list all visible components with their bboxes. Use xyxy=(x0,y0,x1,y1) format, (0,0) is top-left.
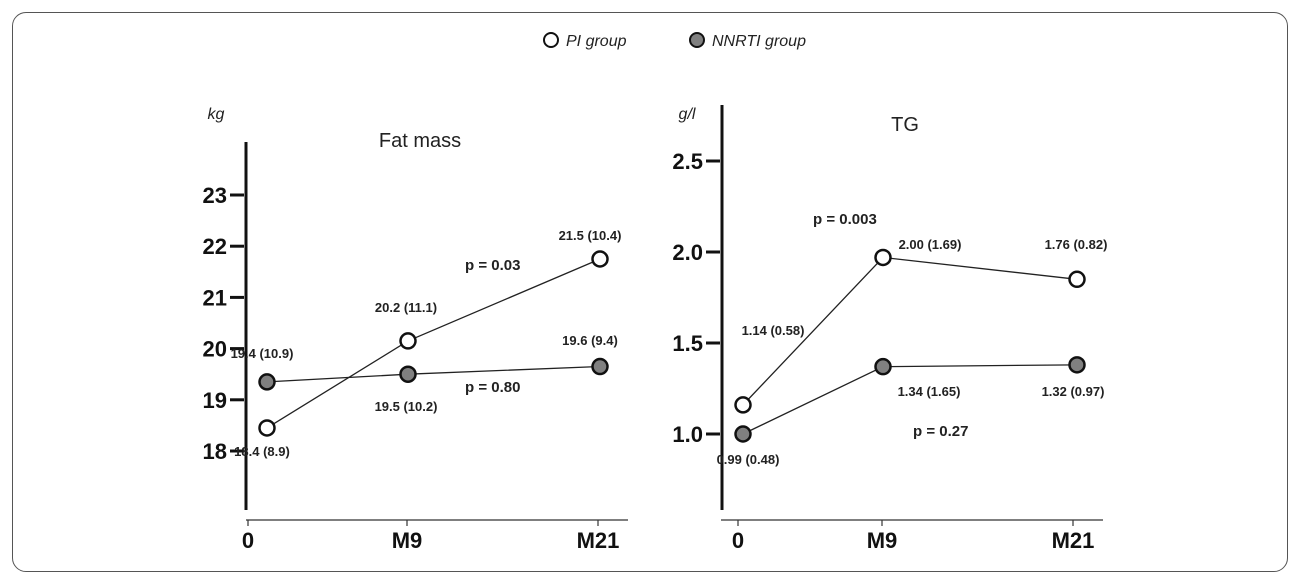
fatmass-title: Fat mass xyxy=(379,130,461,152)
fatmass-p-value: p = 0.80 xyxy=(465,379,520,396)
figure-svg: PI group NNRTI group 18 19 20 21 22 23 0 M9 M21 kg F… xyxy=(203,32,1108,548)
tg-pi-data-label: 1.14 (0.58) xyxy=(742,323,805,338)
legend-marker-nnrti xyxy=(689,32,705,48)
fatmass-nnrti-point xyxy=(399,365,417,383)
fatmass-p-value: p = 0.03 xyxy=(465,257,520,274)
tg-x-tick-label: M9 xyxy=(867,528,898,548)
tg-pi-point xyxy=(874,248,892,267)
tg-nnrti-data-label: 0.99 (0.48) xyxy=(717,452,780,467)
tg-x-tick-label: 0 xyxy=(732,528,744,548)
fatmass-y-tick-label: 19 xyxy=(203,388,227,413)
fatmass-pi-data-label: 18.4 (8.9) xyxy=(234,444,290,459)
tg-nnrti-data-label: 1.32 (0.97) xyxy=(1042,384,1105,399)
fatmass-pi-data-label: 20.2 (11.1) xyxy=(375,300,437,315)
legend-marker-pi xyxy=(543,32,559,48)
fatmass-nnrti-data-label: 19.4 (10.9) xyxy=(231,346,294,361)
tg-y-tick-label: 2.0 xyxy=(672,240,703,265)
fatmass-pi-point xyxy=(258,419,276,437)
tg-y-tick-label: 2.5 xyxy=(672,149,703,174)
tg-nnrti-point xyxy=(1068,356,1086,374)
fatmass-y-tick-label: 22 xyxy=(203,234,227,259)
tg-p-value: p = 0.27 xyxy=(913,423,968,440)
legend-label-pi: PI group xyxy=(566,33,627,50)
tg-pi-point xyxy=(734,396,752,414)
tg-nnrti-line xyxy=(742,364,1078,435)
tg-title: TG xyxy=(891,114,919,136)
fatmass-x-tick-label: M21 xyxy=(577,528,620,548)
fatmass-nnrti-data-label: 19.5 (10.2) xyxy=(375,399,438,414)
fatmass-y-tick-label: 20 xyxy=(203,337,227,362)
tg-pi-data-label: 1.76 (0.82) xyxy=(1045,237,1108,252)
tg-y-tick-label: 1.0 xyxy=(672,422,703,447)
fatmass-x-tick-label: 0 xyxy=(242,528,254,548)
fatmass-nnrti-data-label: 19.6 (9.4) xyxy=(562,333,618,348)
tg-x-tick-label: M21 xyxy=(1052,528,1095,548)
fatmass-pi-data-label: 21.5 (10.4) xyxy=(559,228,622,243)
fatmass-y-tick-label: 21 xyxy=(203,285,227,310)
tg-y-tick-label: 1.5 xyxy=(672,331,703,356)
legend-label-nnrti: NNRTI group xyxy=(712,33,806,50)
fatmass-nnrti-point xyxy=(591,357,609,376)
tg-p-value: p = 0.003 xyxy=(813,211,877,228)
fatmass-y-tick-label: 18 xyxy=(203,439,227,464)
tg-nnrti-point xyxy=(874,357,892,376)
fatmass-nnrti-point xyxy=(258,373,276,391)
fatmass-pi-point xyxy=(399,332,417,350)
tg-unit-label: g/l xyxy=(679,106,696,123)
tg-nnrti-point xyxy=(734,425,752,443)
fatmass-nnrti-line xyxy=(266,365,601,383)
fatmass-y-tick-label: 23 xyxy=(203,183,227,208)
tg-pi-point xyxy=(1068,270,1086,289)
fatmass-x-tick-label: M9 xyxy=(392,528,423,548)
fatmass-unit-label: kg xyxy=(208,106,225,123)
tg-nnrti-data-label: 1.34 (1.65) xyxy=(898,384,961,399)
fatmass-pi-point xyxy=(591,250,609,268)
tg-pi-data-label: 2.00 (1.69) xyxy=(899,237,962,252)
